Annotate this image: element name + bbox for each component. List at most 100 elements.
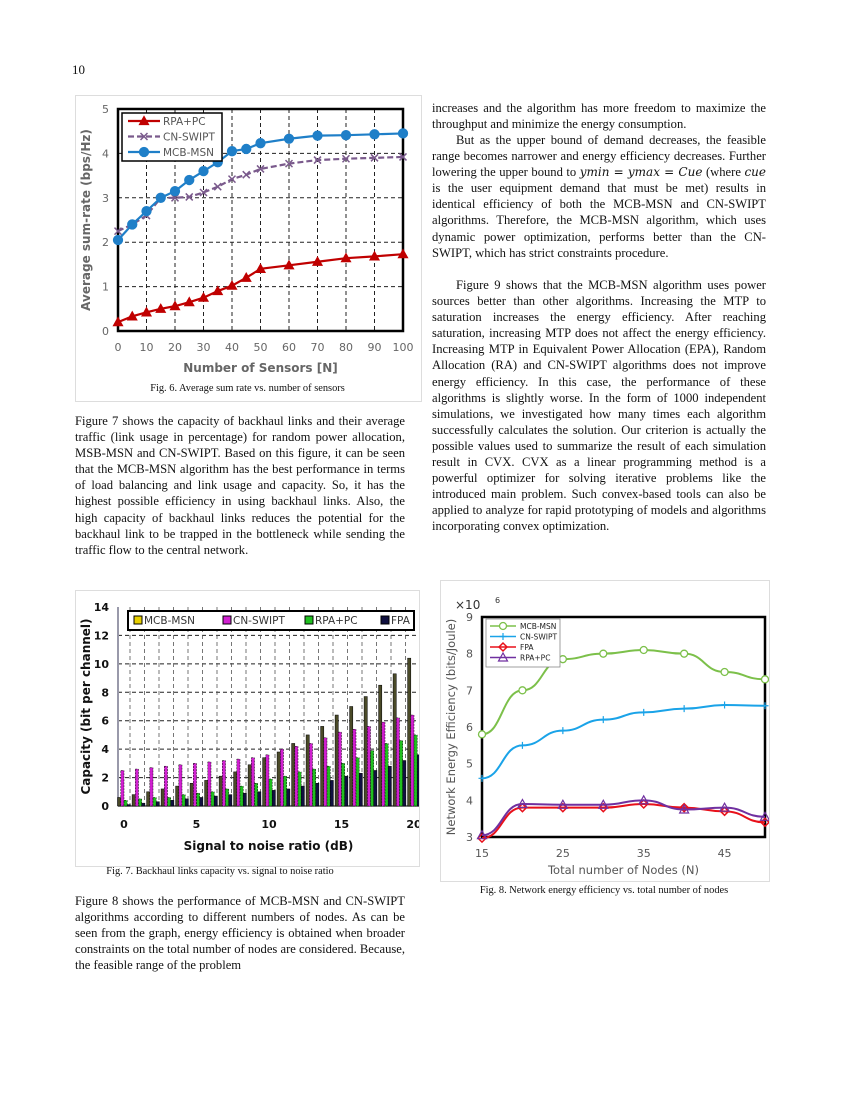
data-point-CN-SWIPT [559,727,567,735]
x-tick-label: 50 [254,341,268,354]
legend-label: MCB-MSN [163,147,214,159]
bar-FPA [416,754,421,807]
legend-swatch [380,615,390,625]
data-point-RPA+PC [140,306,153,317]
x-tick-label: 0 [115,341,122,354]
data-point-CN-SWIPT [398,152,408,161]
figure-6: 0 1 2 3 4 5 0 10 20 30 40 50 60 70 80 90 100 Number of Se… [75,95,422,402]
legend-label: CN-SWIPT [233,615,285,627]
legend-label: CN-SWIPT [163,132,215,144]
x-tick-label: 0 [120,818,128,831]
x-tick-label: 10 [261,818,277,831]
bar-FPA [155,801,160,807]
y-tick-label: 0 [102,325,109,338]
y-tick-label: 5 [466,758,473,771]
legend-label: MCB-MSN [520,622,556,631]
data-point-MCB-MSN [112,234,124,246]
plot-frame [116,107,405,333]
bar-RPA+PC [384,743,389,807]
bar-RPA+PC [239,785,244,807]
data-point-CN-SWIPT [213,182,222,191]
data-point-RPA+PC [368,250,381,261]
data-point-MCB-MSN [198,166,209,177]
legend-swatch [133,615,143,625]
y-tick-label: 14 [94,601,110,614]
legend-box [127,610,415,631]
fig6-caption: Fig. 6. Average sum rate vs. number of s… [150,383,345,394]
data-point-FPA [476,833,488,844]
data-point-MCB-MSN [155,192,166,203]
paragraph-right-1: increases and the algorithm has more fre… [432,101,766,132]
fig8-caption: Fig. 8. Network energy efficiency vs. to… [479,885,729,896]
data-point-MCB-MSN [639,645,648,655]
bar-FPA [358,773,363,807]
bar-RPA+PC [355,757,360,807]
series-line-RPA+PC [117,253,404,324]
bar-CN-SWIPT [207,761,212,807]
data-point-MCB-MSN [283,133,295,144]
x-axis-label: Total number of Nodes (N) [547,863,699,877]
data-point-RPA+PC [516,798,528,809]
data-point-MCB-MSN [184,174,195,186]
figure-7: 0 2 4 6 8 10 12 14 0 5 10 15 20 Signal to noise ratio… [75,590,422,867]
x-tick-label: 30 [197,341,211,354]
data-point-RPA+PC [226,279,238,290]
text: But as the upper bound of demand decreas… [432,133,766,180]
x-tick-label: 40 [225,341,239,354]
bar-RPA+PC [370,750,374,807]
fig7-chart: 0 2 4 6 8 10 12 14 0 5 10 15 20 Signal to noise ratio… [79,601,422,853]
x-tick-label: 5 [193,818,201,831]
data-point-CN-SWIPT [284,159,294,168]
data-point-CN-SWIPT [227,175,237,184]
legend-marker [138,146,150,158]
x-tick-label: 25 [556,847,570,860]
bar-MCB-MSN [305,734,310,807]
plot-frame [480,615,767,839]
legend-marker [139,132,149,141]
y-tick-label: 6 [466,721,473,734]
data-point-CN-SWIPT [370,153,379,162]
bar-RPA+PC [167,797,171,807]
x-tick-label: 10 [140,341,154,354]
paragraph-fig8: Figure 8 shows the performance of MCB-MS… [75,894,405,973]
data-point-CN-SWIPT [518,741,526,749]
bar-CN-SWIPT [367,726,371,807]
legend-marker [138,115,150,126]
data-point-RPA+PC [126,310,138,321]
bar-RPA+PC [297,771,302,807]
data-point-RPA+PC [254,263,267,273]
bar-CN-SWIPT [280,748,284,807]
data-point-RPA+PC [212,285,224,296]
data-point-MCB-MSN [127,219,138,230]
bar-RPA+PC [413,734,418,807]
legend-label: RPA+PC [520,654,550,663]
data-point-CN-SWIPT [721,701,729,709]
data-point-CN-SWIPT [478,774,486,782]
data-point-RPA+PC [340,252,352,263]
data-point-CN-SWIPT [599,716,607,724]
y-axis-label: Network Energy Efficiency (bits/Joule) [444,619,458,835]
data-point-RPA+PC [638,794,650,805]
data-point-RPA+PC [197,291,210,302]
page-number: 10 [72,62,85,77]
bar-MCB-MSN [189,783,194,807]
bar-CN-SWIPT [396,717,400,807]
x-tick-label: 90 [368,341,382,354]
y-tick-label: 8 [466,648,473,661]
bar-RPA+PC [268,778,273,807]
x-tick-label: 15 [475,847,489,860]
bar-FPA [228,794,233,807]
bar-MCB-MSN [378,684,383,807]
data-point-RPA+PC [557,799,569,809]
data-point-MCB-MSN [477,730,487,739]
y-tick-label: 3 [466,831,473,844]
y-tick-label: 6 [101,715,109,728]
series-line-RPA+PC [481,799,766,837]
bar-CN-SWIPT [164,765,168,807]
data-point-RPA+PC [283,259,295,270]
y-axis-label: Capacity (bit per channel) [79,618,93,794]
data-point-MCB-MSN [599,649,608,658]
legend-label: FPA [520,643,534,652]
data-point-FPA [557,802,568,813]
data-point-CN-SWIPT [256,164,265,173]
